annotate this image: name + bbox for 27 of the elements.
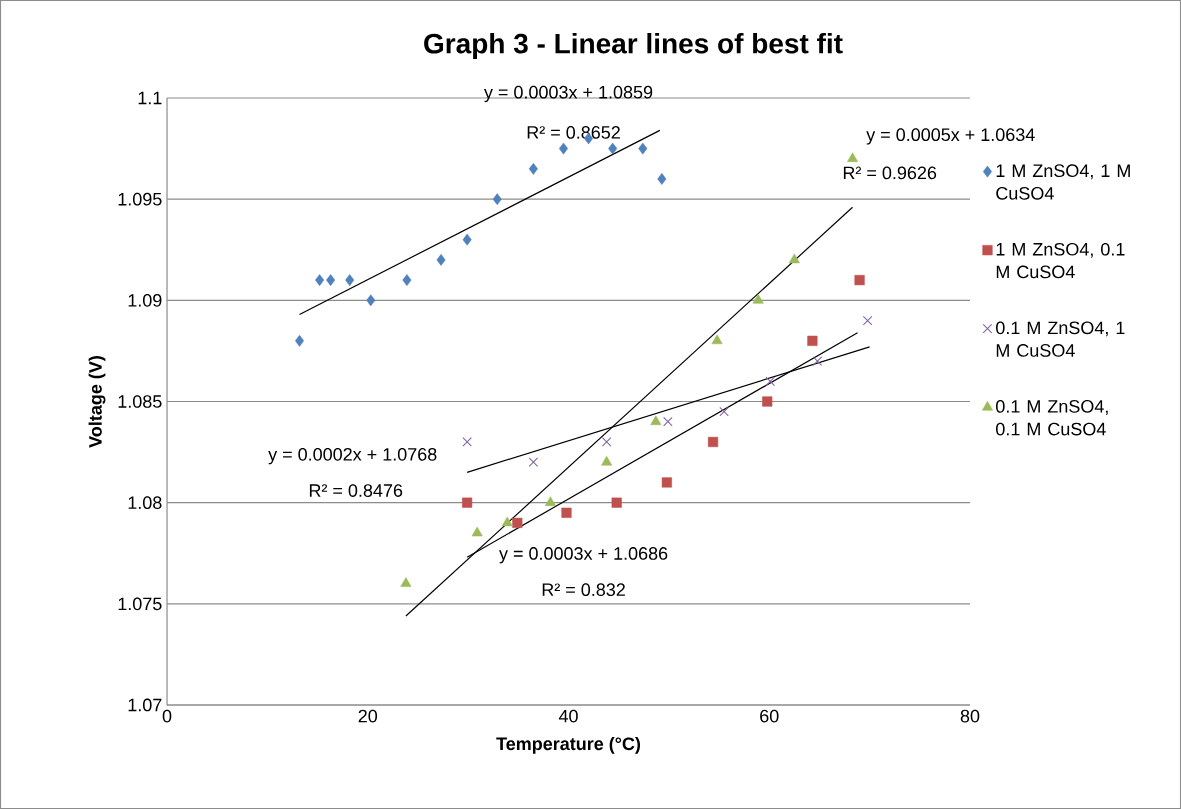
annotation: R² = 0.8476 xyxy=(309,484,403,497)
annotation: R² = 0.9626 xyxy=(843,166,937,180)
y-tick-label: 1.09 xyxy=(128,293,162,307)
annotation: R² = 0.8652 xyxy=(527,126,620,139)
y-tick-label: 1.1 xyxy=(138,91,162,105)
y-tick-label: 1.07 xyxy=(128,698,162,712)
y-tick-label: 1.085 xyxy=(118,395,162,408)
annotation: y = 0.0005x + 1.0634 xyxy=(866,128,1035,145)
legend-label: 0.1 M ZnSO4, 1 M CuSO4 xyxy=(996,321,1125,357)
legend-label: 1 M ZnSO4, 0.1 M CuSO4 xyxy=(996,242,1125,279)
x-tick-label: 0 xyxy=(162,709,172,723)
chart-title: Graph 3 - Linear lines of best fit xyxy=(424,32,843,60)
annotation: y = 0.0003x + 1.0686 xyxy=(499,547,668,564)
x-tick-label: 60 xyxy=(760,709,779,723)
annotation: y = 0.0002x + 1.0768 xyxy=(268,447,437,465)
y-tick-label: 1.075 xyxy=(118,597,162,611)
y-tick-label: 1.08 xyxy=(128,496,162,510)
legend-label: 1 M ZnSO4, 1 M CuSO4 xyxy=(996,164,1130,200)
annotation: R² = 0.832 xyxy=(542,583,625,597)
annotation: y = 0.0003x + 1.0859 xyxy=(483,85,653,103)
y-tick-label: 1.095 xyxy=(118,192,162,206)
x-tick-label: 20 xyxy=(358,709,378,723)
x-tick-label: 80 xyxy=(960,709,980,723)
x-axis-title: Temperature (°C) xyxy=(496,736,641,754)
x-tick-label: 40 xyxy=(558,709,578,723)
y-axis-title: Voltage (V) xyxy=(88,356,106,448)
legend-label: 0.1 M ZnSO4, 0.1 M CuSO4 xyxy=(996,400,1108,436)
